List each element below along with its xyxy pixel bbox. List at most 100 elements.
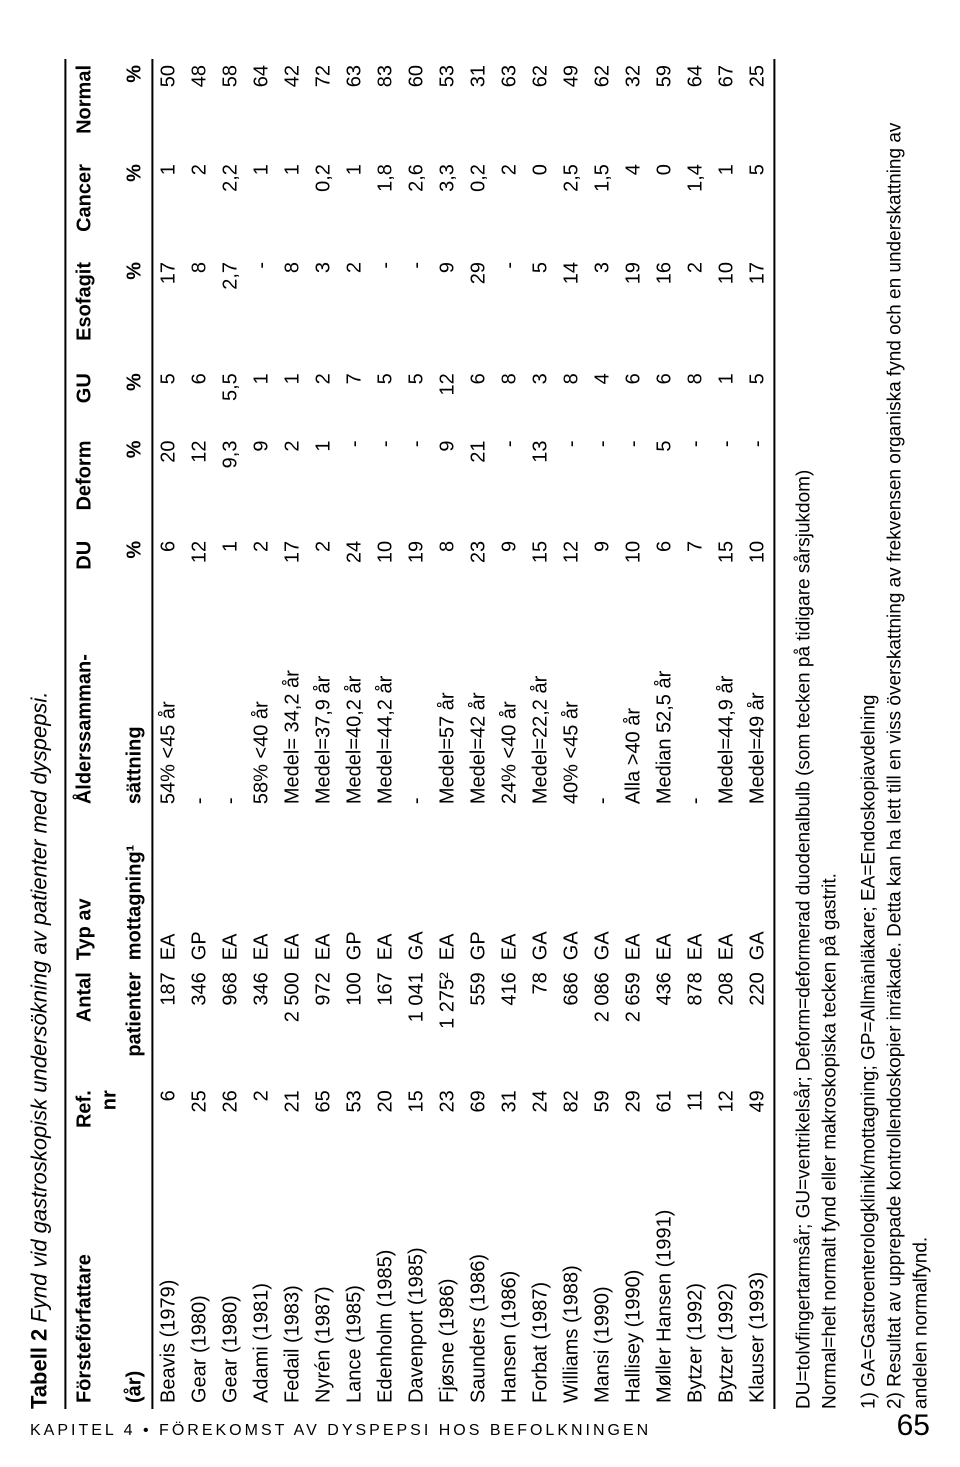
th-age-sub: sättning [122,602,152,810]
cell-cancer: 1 [711,158,742,256]
cell-n: 436 [649,966,680,1084]
cell-gu: 5 [370,367,401,434]
cell-normal: 32 [618,59,649,158]
table-row: Gear (1980)25346GP-121268248 [184,59,215,1409]
cell-age: Median 52,5 år [649,602,680,810]
table-row: Beavis (1979)6187EA54% <45 år620517150 [152,59,184,1409]
cell-esofagit: - [494,255,525,366]
th-typ-sub: mottagning¹ [122,810,152,966]
table-row: Klauser (1993)49220GAMedel=49 år10-51752… [742,59,774,1409]
legend-line-1: DU=tolvfingertarmsår; GU=ventrikelsår; D… [791,59,817,1409]
cell-n: 346 [184,966,215,1084]
cell-typ: GP [463,810,494,966]
cell-typ: GP [184,810,215,966]
cell-cancer: 1 [277,158,308,256]
cell-esofagit: 9 [432,255,463,366]
cell-typ: GA [587,810,618,966]
th-normal: Normal [65,59,122,158]
cell-typ: EA [370,810,401,966]
th-age: Ålderssamman- [65,602,122,810]
table-row: Davenport (1985)151 041GA-19-5-2,660 [401,59,432,1409]
cell-n: 968 [215,966,246,1084]
footer-pagenum: 65 [897,1409,930,1443]
cell-ref: 23 [432,1084,463,1157]
cell-author: Edenholm (1985) [370,1157,401,1408]
th-ref-sub [122,1084,152,1157]
table-row: Hansen (1986)31416EA24% <40 år9-8-263 [494,59,525,1409]
cell-deform: - [494,434,525,534]
cell-gu: 12 [432,367,463,434]
table-row: Fedail (1983)212 500EAMedel= 34,2 år1721… [277,59,308,1409]
cell-ref: 49 [742,1084,774,1157]
cell-deform: - [711,434,742,534]
cell-gu: 8 [556,367,587,434]
cell-n: 878 [680,966,711,1084]
cell-cancer: 1 [152,158,184,256]
cell-normal: 60 [401,59,432,158]
cell-du: 17 [277,534,308,601]
page: Tabell 2 Fynd vid gastroskopisk undersök… [0,0,960,1467]
cell-du: 15 [711,534,742,601]
cell-cancer: 3,3 [432,158,463,256]
cell-du: 6 [152,534,184,601]
cell-ref: 11 [680,1084,711,1157]
cell-gu: 1 [711,367,742,434]
table-row: Lance (1985)53100GPMedel=40,2 år24-72163 [339,59,370,1409]
table-row: Nyrén (1987)65972EAMedel=37,9 år21230,27… [308,59,339,1409]
cell-ref: 61 [649,1084,680,1157]
legend-line-4: 2) Resultat av upprepade kontrollendosko… [882,59,933,1409]
cell-age: Medel=57 år [432,602,463,810]
cell-esofagit: 3 [308,255,339,366]
cell-deform: - [370,434,401,534]
cell-n: 1 275² [432,966,463,1084]
cell-cancer: 2 [494,158,525,256]
cell-esofagit: 17 [152,255,184,366]
cell-ref: 53 [339,1084,370,1157]
cell-normal: 48 [184,59,215,158]
cell-age: 54% <45 år [152,602,184,810]
th-gu: GU [65,367,122,434]
cell-normal: 31 [463,59,494,158]
cell-age: Alla >40 år [618,602,649,810]
cell-deform: 9,3 [215,434,246,534]
cell-esofagit: 29 [463,255,494,366]
cell-esofagit: 16 [649,255,680,366]
th-du: DU [65,534,122,601]
cell-esofagit: 8 [184,255,215,366]
cell-ref: 20 [370,1084,401,1157]
cell-typ: GA [525,810,556,966]
cell-deform: 13 [525,434,556,534]
cell-ref: 26 [215,1084,246,1157]
cell-normal: 64 [680,59,711,158]
cell-typ: GA [742,810,774,966]
cell-du: 15 [525,534,556,601]
cell-age: Medel=44,9 år [711,602,742,810]
cell-esofagit: - [370,255,401,366]
cell-normal: 62 [525,59,556,158]
caption-title: Fynd vid gastroskopisk undersökning av p… [26,691,51,1322]
cell-author: Forbat (1987) [525,1157,556,1408]
cell-du: 12 [556,534,587,601]
cell-gu: 3 [525,367,556,434]
cell-esofagit: 2,7 [215,255,246,366]
cell-esofagit: 17 [742,255,774,366]
cell-n: 208 [711,966,742,1084]
th-author-sub: (år) [122,1157,152,1408]
cell-author: Fjøsne (1986) [432,1157,463,1408]
cell-n: 100 [339,966,370,1084]
table-row: Adami (1981)2346EA58% <40 år291-164 [246,59,277,1409]
cell-author: Bytzer (1992) [680,1157,711,1408]
cell-typ: EA [308,810,339,966]
th-n-sub: patienter [122,966,152,1084]
cell-deform: - [339,434,370,534]
cell-esofagit: 5 [525,255,556,366]
th-du-sub: % [122,534,152,601]
cell-cancer: 1,4 [680,158,711,256]
cell-gu: 4 [587,367,618,434]
cell-cancer: 2,6 [401,158,432,256]
th-deform-sub: % [122,434,152,534]
cell-n: 2 659 [618,966,649,1084]
cell-cancer: 0 [649,158,680,256]
th-gu-sub: % [122,367,152,434]
cell-author: Fedail (1983) [277,1157,308,1408]
